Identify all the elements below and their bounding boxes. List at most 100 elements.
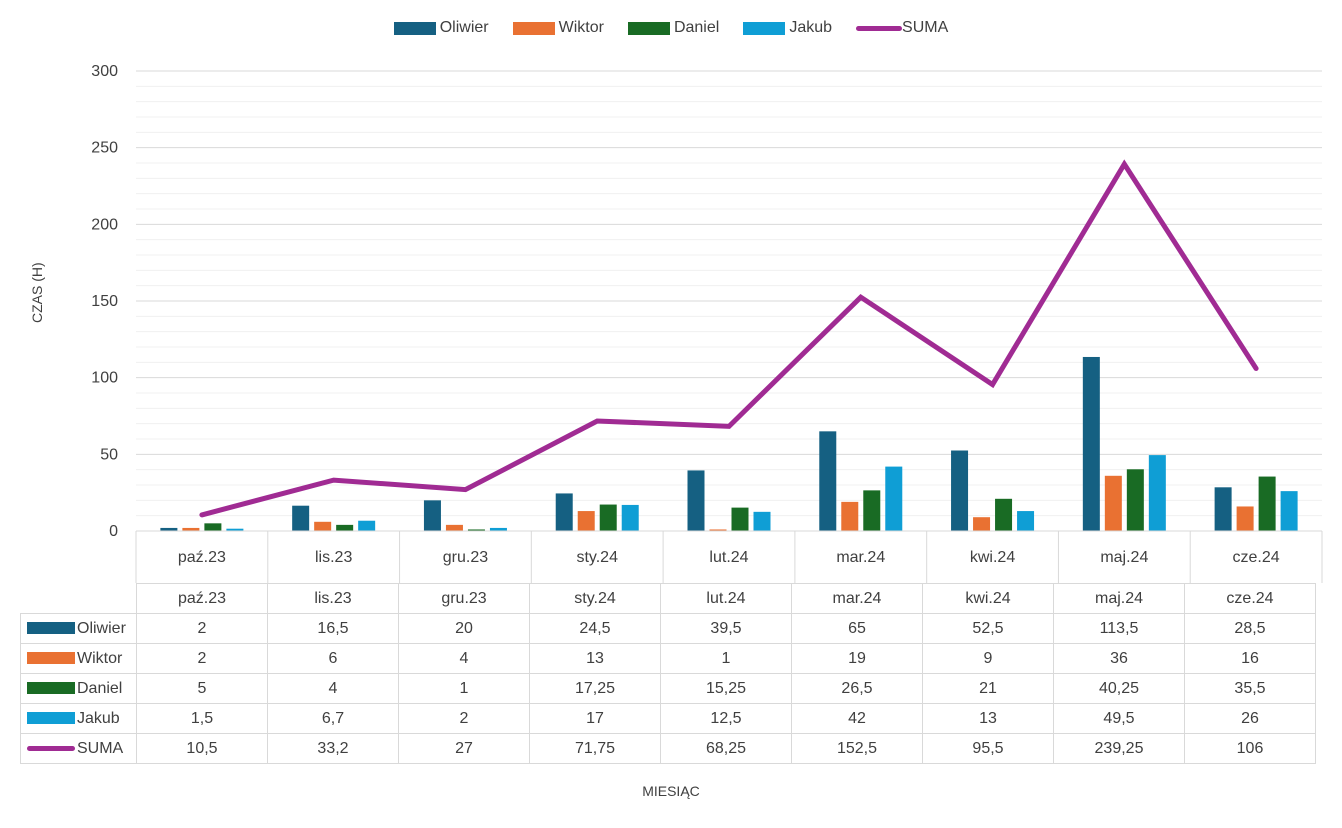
bar-wiktor xyxy=(1236,506,1254,531)
point-suma xyxy=(1123,163,1125,165)
table-cell: 152,5 xyxy=(791,733,923,764)
table-row: SUMA 10,5 33,2 27 71,75 68,25 152,5 95,5 239,25 1… xyxy=(20,733,1316,764)
legend-swatch xyxy=(743,21,786,35)
legend-label: Jakub xyxy=(789,19,833,36)
table-cell: 17,25 xyxy=(529,673,661,704)
table-cell: 2 xyxy=(136,613,268,644)
legend-swatch xyxy=(856,25,903,31)
table-key-label: Jakub xyxy=(77,709,120,727)
table-row: Wiktor 2 6 4 13 1 19 9 36 16 xyxy=(20,643,1316,674)
bar-daniel xyxy=(1258,476,1276,531)
y-tick-label: 100 xyxy=(91,370,118,387)
x-tick-label: mar.24 xyxy=(836,549,885,566)
data-table: paź.23 lis.23 gru.23 sty.24 lut.24 mar.24 kwi.… xyxy=(20,583,1316,764)
bar-wiktor xyxy=(577,511,595,531)
table-cell: 17 xyxy=(529,703,661,734)
bar-daniel xyxy=(731,507,749,531)
bar-daniel xyxy=(336,524,354,531)
table-row-key: Jakub xyxy=(20,703,137,734)
table-cell: 2 xyxy=(136,643,268,674)
table-row-key: Wiktor xyxy=(20,643,137,674)
bar-daniel xyxy=(467,529,485,531)
table-cell: 36 xyxy=(1053,643,1185,674)
bar-wiktor xyxy=(841,501,859,531)
x-tick-label: lis.23 xyxy=(315,549,352,566)
bar-oliwier xyxy=(555,493,573,531)
table-row-key: Oliwier xyxy=(20,613,137,644)
y-axis-label: CZAS (H) xyxy=(29,262,45,323)
x-tick-label: maj.24 xyxy=(1100,549,1148,566)
table-cell: 13 xyxy=(529,643,661,674)
table-cell: 13 xyxy=(922,703,1054,734)
x-tick-label: cze.24 xyxy=(1233,549,1280,566)
table-header-cell: gru.23 xyxy=(398,583,530,614)
table-cell: 4 xyxy=(398,643,530,674)
bar-jakub xyxy=(621,504,639,531)
table-cell: 10,5 xyxy=(136,733,268,764)
point-suma xyxy=(201,514,203,516)
table-cell: 68,25 xyxy=(660,733,792,764)
bar-oliwier xyxy=(423,500,441,531)
point-suma xyxy=(728,425,730,427)
table-header-cell: sty.24 xyxy=(529,583,661,614)
table-cell: 6 xyxy=(267,643,399,674)
bar-jakub xyxy=(226,528,244,531)
y-tick-label: 300 xyxy=(91,63,118,80)
bar-wiktor xyxy=(1104,475,1122,531)
x-tick-label: gru.23 xyxy=(443,549,488,566)
table-row: Jakub 1,5 6,7 2 17 12,5 42 13 49,5 26 xyxy=(20,703,1316,734)
point-suma xyxy=(464,489,466,491)
legend-label: SUMA xyxy=(902,19,949,36)
bar-wiktor xyxy=(445,524,463,531)
table-cell: 239,25 xyxy=(1053,733,1185,764)
legend-item-daniel: Daniel xyxy=(627,19,719,37)
table-cell: 2 xyxy=(398,703,530,734)
table-cell: 16,5 xyxy=(267,613,399,644)
bar-oliwier xyxy=(292,505,310,531)
legend-item-suma: SUMA xyxy=(856,19,948,37)
table-cell: 9 xyxy=(922,643,1054,674)
table-cell: 71,75 xyxy=(529,733,661,764)
table-cell: 95,5 xyxy=(922,733,1054,764)
table-header-cell: lis.23 xyxy=(267,583,399,614)
point-suma xyxy=(333,479,335,481)
bar-jakub xyxy=(753,511,771,531)
table-cell: 26,5 xyxy=(791,673,923,704)
table-cell: 26 xyxy=(1184,703,1316,734)
table-header-cell: cze.24 xyxy=(1184,583,1316,614)
table-cell: 15,25 xyxy=(660,673,792,704)
table-cell: 40,25 xyxy=(1053,673,1185,704)
table-key-swatch xyxy=(27,622,75,635)
y-tick-label: 200 xyxy=(91,216,118,233)
table-cell: 65 xyxy=(791,613,923,644)
table-cell: 113,5 xyxy=(1053,613,1185,644)
table-row: Oliwier 2 16,5 20 24,5 39,5 65 52,5 113,5 28,5 xyxy=(20,613,1316,644)
table-cell: 16 xyxy=(1184,643,1316,674)
y-tick-label: 250 xyxy=(91,140,118,157)
table-cell: 28,5 xyxy=(1184,613,1316,644)
table-cell: 1 xyxy=(660,643,792,674)
bar-oliwier xyxy=(687,470,705,531)
table-cell: 27 xyxy=(398,733,530,764)
legend-swatch xyxy=(512,21,555,35)
table-cell: 6,7 xyxy=(267,703,399,734)
table-cell: 52,5 xyxy=(922,613,1054,644)
table-cell: 19 xyxy=(791,643,923,674)
x-tick-label: sty.24 xyxy=(576,549,618,566)
bar-wiktor xyxy=(314,521,332,531)
table-cell: 20 xyxy=(398,613,530,644)
bar-daniel xyxy=(599,504,617,531)
bar-jakub xyxy=(1148,455,1166,531)
legend-swatch xyxy=(393,21,436,35)
table-cell: 21 xyxy=(922,673,1054,704)
bar-wiktor xyxy=(182,527,200,531)
table-cell: 33,2 xyxy=(267,733,399,764)
table-key-label: Oliwier xyxy=(77,619,126,637)
bar-daniel xyxy=(863,490,881,531)
bar-oliwier xyxy=(1082,356,1100,531)
table-row-key: Daniel xyxy=(20,673,137,704)
table-key-label: Daniel xyxy=(77,679,123,697)
legend-label: Oliwier xyxy=(439,19,489,36)
bar-jakub xyxy=(1017,511,1035,531)
